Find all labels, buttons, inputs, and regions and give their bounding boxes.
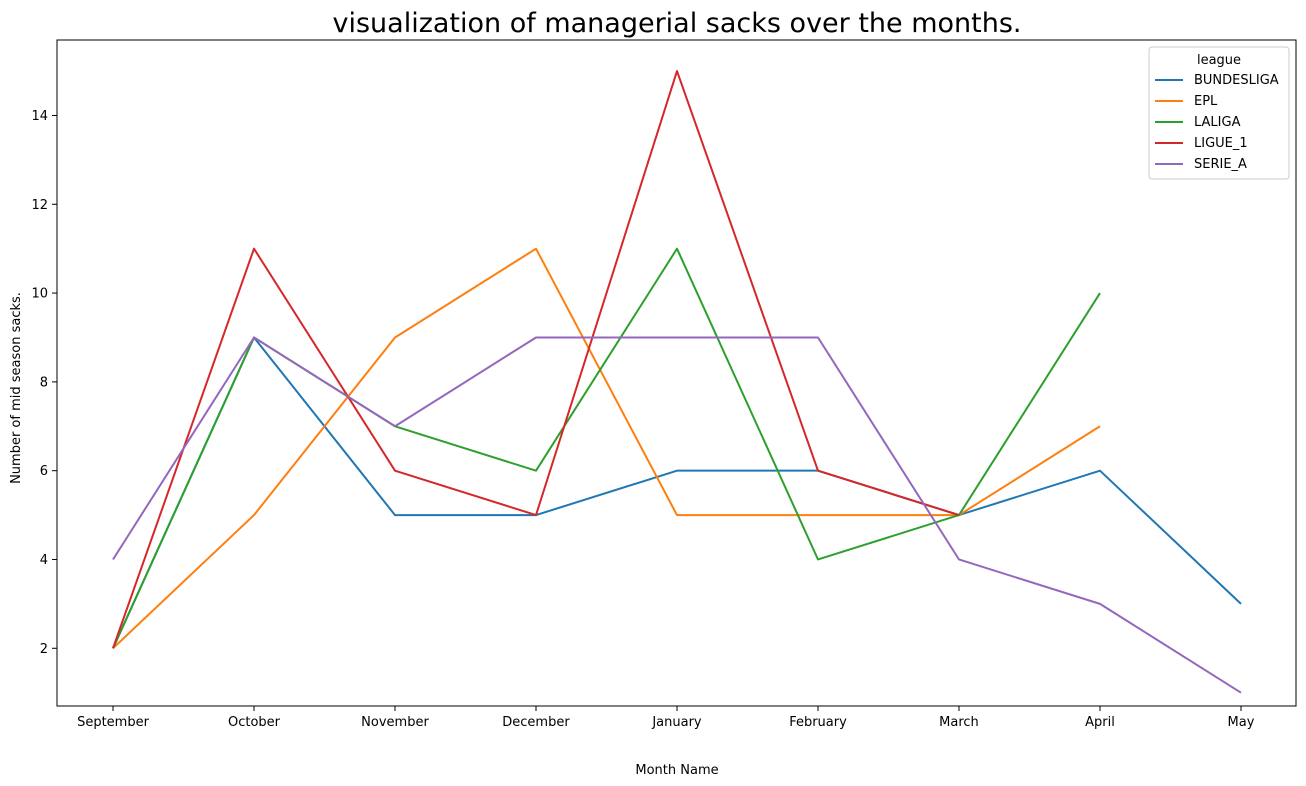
y-tick-label: 12 [31, 198, 48, 213]
plot-area [112, 70, 1242, 694]
x-tick-label: April [1085, 715, 1115, 730]
x-axis-label: Month Name [635, 763, 718, 778]
legend-entry: LIGUE_1 [1194, 136, 1248, 151]
y-axis-label: Number of mid season sacks. [9, 292, 24, 484]
series-line-bundesliga [112, 336, 1242, 649]
y-tick-label: 14 [31, 109, 48, 124]
x-tick-label: October [228, 715, 281, 730]
x-tick-label: February [789, 715, 847, 730]
legend-entry: BUNDESLIGA [1194, 73, 1279, 88]
x-tick-label: December [502, 715, 570, 730]
legend: league BUNDESLIGA EPL LALIGA LIGUE_1 SERIE_A [1148, 46, 1290, 180]
series-line-epl [112, 247, 1101, 650]
series-line-serie-a [112, 336, 1242, 694]
legend-entry: EPL [1194, 94, 1218, 109]
y-tick-label: 10 [31, 287, 48, 302]
series-line-ligue-1 [112, 70, 960, 649]
series-line-laliga [112, 247, 1101, 649]
y-axis: 2 4 6 8 10 12 14 [31, 109, 57, 657]
plot-frame [56, 39, 1297, 707]
x-tick-label: May [1228, 715, 1255, 730]
x-tick-label: March [939, 715, 979, 730]
y-tick-label: 4 [40, 553, 48, 568]
legend-entry: LALIGA [1194, 115, 1241, 130]
y-tick-label: 6 [40, 464, 48, 479]
legend-box [1148, 46, 1290, 180]
legend-entry: SERIE_A [1194, 157, 1247, 172]
legend-title: league [1197, 53, 1241, 68]
chart-title: visualization of managerial sacks over t… [332, 8, 1021, 39]
y-tick-label: 2 [40, 642, 48, 657]
x-axis: September October November December January F… [77, 706, 1255, 730]
x-tick-label: January [651, 715, 702, 730]
y-tick-label: 8 [40, 375, 48, 390]
x-tick-label: September [77, 715, 150, 730]
x-tick-label: November [361, 715, 429, 730]
